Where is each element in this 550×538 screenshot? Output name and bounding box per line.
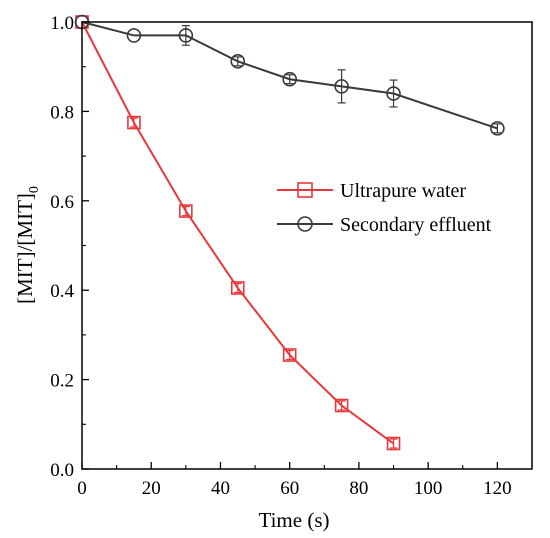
legend-marker-circle [297, 216, 313, 232]
data-point-square [127, 115, 141, 130]
data-point-square [230, 281, 245, 295]
tick-labels: 0 20 40 60 80 100 120 0.0 0.2 0.4 0.6 0.8 1.0 [50, 13, 511, 499]
series-secondary-effluent [74, 14, 505, 136]
data-point-square [282, 348, 297, 362]
data-point-circle [334, 79, 349, 94]
y-tick-label: 0.2 [50, 371, 74, 392]
legend-label-secondary-effluent: Secondary effluent [340, 214, 492, 236]
data-point-circle [386, 86, 401, 101]
y-tick-label: 1.0 [50, 13, 74, 34]
data-point-circle [490, 121, 505, 136]
x-tick-label: 120 [483, 478, 512, 499]
data-point-square [179, 204, 193, 218]
x-axis-title: Time (s) [259, 508, 330, 532]
data-point-circle [282, 71, 297, 87]
x-tick-label: 20 [142, 478, 161, 499]
data-point-circle [230, 54, 246, 69]
y-tick-label: 0.0 [50, 460, 74, 481]
y-axis-title-subscript: 0 [27, 186, 42, 193]
series-line [81, 21, 498, 130]
legend-item-secondary-effluent: Secondary effluent [277, 214, 492, 236]
data-series [74, 14, 505, 451]
y-tick-label: 0.4 [50, 281, 74, 302]
legend-marker-square [297, 182, 313, 198]
y-axis-title-main: [MIT]/[MIT] [13, 193, 37, 304]
y-tick-label: 0.8 [50, 102, 74, 123]
legend-label-ultrapure-water: Ultrapure water [340, 180, 466, 202]
legend-item-ultrapure-water: Ultrapure water [277, 180, 466, 202]
x-tick-label: 100 [414, 478, 443, 499]
data-point-square [386, 436, 401, 451]
data-point-square [334, 398, 349, 413]
axis-ticks [81, 21, 499, 470]
x-tick-label: 0 [77, 478, 87, 499]
x-tick-label: 60 [280, 478, 299, 499]
x-tick-label: 80 [349, 478, 368, 499]
x-tick-label: 40 [211, 478, 230, 499]
data-point-circle [178, 28, 194, 43]
data-point-circle [126, 28, 142, 43]
y-tick-label: 0.6 [50, 192, 74, 213]
plot-frame [81, 21, 533, 470]
y-axis-title: [MIT]/[MIT]0 [13, 186, 42, 304]
legend: Ultrapure water Secondary effluent [277, 180, 492, 236]
